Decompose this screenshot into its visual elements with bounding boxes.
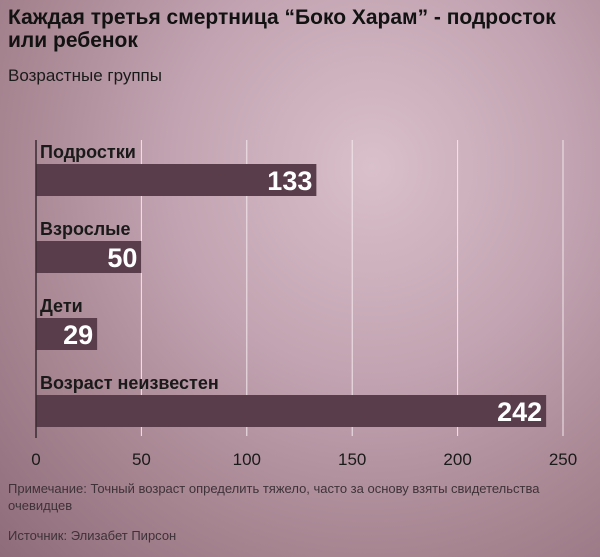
bar [36,241,142,273]
chart-note: Примечание: Точный возраст определить тя… [8,481,540,513]
bar-value-label: 29 [63,320,93,350]
bars: Подростки 133 Взрослые 50 Дети 29 Возраст неиз… [36,142,547,427]
x-tick-label: 250 [549,450,577,469]
chart-subtitle: Возрастные группы [8,66,162,85]
bar-chart: Подростки 133 Взрослые 50 Дети 29 Возраст неиз… [31,140,577,469]
bar [36,164,317,196]
category-label: Дети [40,296,83,316]
x-tick-label: 150 [338,450,366,469]
bar [36,395,547,427]
x-tick-label: 100 [233,450,261,469]
category-label: Взрослые [40,219,131,239]
bar [36,318,98,350]
category-label: Подростки [40,142,136,162]
x-tick-label: 200 [443,450,471,469]
bar-value-label: 133 [267,166,312,196]
x-axis: 0 50 100 150 200 250 [31,140,577,469]
x-tick-label: 50 [132,450,151,469]
chart-title: Каждая третья смертница “Боко Харам” - п… [8,6,556,52]
bar-value-label: 242 [497,397,542,427]
x-tick-label: 0 [31,450,40,469]
chart-source: Источник: Элизабет Пирсон [8,528,177,543]
bar-value-label: 50 [107,243,137,273]
category-label: Возраст неизвестен [40,373,219,393]
